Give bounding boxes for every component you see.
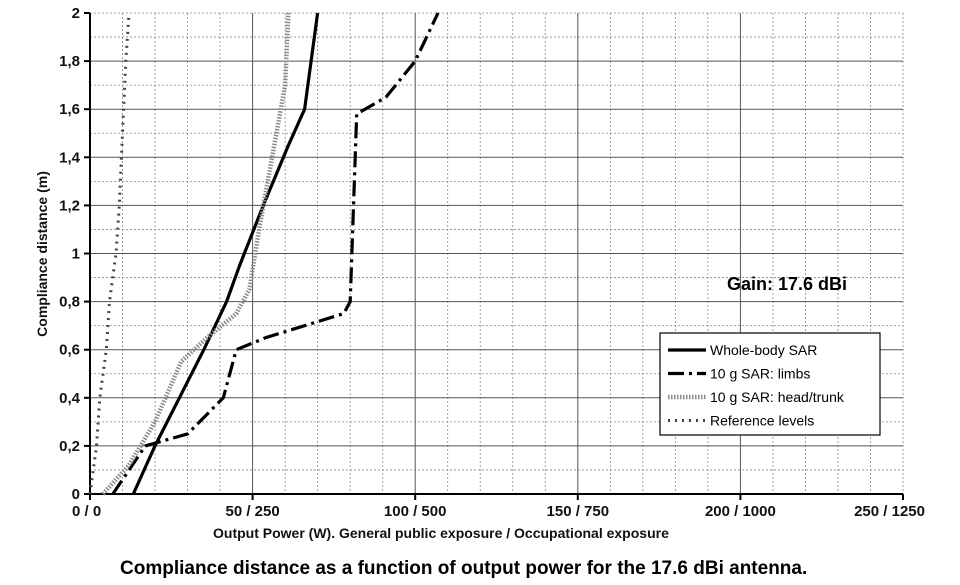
y-tick-label: 1,4	[59, 149, 81, 166]
y-tick-label: 0,6	[59, 342, 80, 359]
y-tick-label: 0,8	[59, 294, 80, 311]
y-tick-label: 1,2	[59, 197, 80, 214]
y-tick-label: 0,2	[59, 438, 80, 455]
y-tick-label: 1,6	[59, 101, 80, 118]
x-tick-label: 50 / 250	[225, 503, 279, 520]
x-tick-labels: 0 / 0 50 / 250 100 / 500 150 / 750 200 / 100…	[72, 503, 925, 520]
y-tick-label: 2	[72, 5, 80, 22]
y-tick-label: 1,8	[59, 53, 80, 70]
legend-label-1: Whole-body SAR	[710, 342, 817, 358]
chart-caption: Compliance distance as a function of out…	[120, 558, 807, 579]
legend-label-2: 10 g SAR: limbs	[710, 366, 810, 382]
y-tick-label: 0	[72, 486, 80, 503]
x-tick-label: 200 / 1000	[705, 503, 776, 520]
x-tick-label: 0 / 0	[72, 503, 101, 520]
legend: Whole-body SAR 10 g SAR: limbs 10 g SAR: h…	[659, 332, 881, 436]
legend-label-3: 10 g SAR: head/trunk	[710, 389, 845, 405]
y-tick-label: 1	[72, 246, 80, 263]
series-lines	[88, 12, 440, 496]
x-tick-label: 150 / 750	[547, 503, 610, 520]
series-line-4	[88, 12, 131, 495]
x-axis-label: Output Power (W). General public exposur…	[213, 525, 669, 541]
axes	[84, 12, 904, 500]
series-line-3	[101, 12, 291, 496]
y-tick-label: 0,4	[59, 390, 81, 407]
x-tick-label: 250 / 1250	[854, 503, 925, 520]
legend-label-4: Reference levels	[710, 413, 814, 429]
series-line-1	[131, 12, 320, 495]
x-tick-label: 100 / 500	[384, 503, 447, 520]
series-line-2	[111, 12, 440, 495]
gain-annotation: Gain: 17.6 dBi	[727, 274, 847, 294]
y-tick-labels: 0 0,2 0,4 0,6 0,8 1 1,2 1,4 1,6 1,8 2	[59, 5, 81, 503]
y-axis-label: Compliance distance (m)	[34, 171, 50, 337]
